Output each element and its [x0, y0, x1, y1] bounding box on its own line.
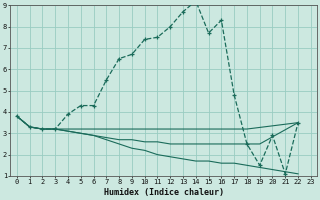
X-axis label: Humidex (Indice chaleur): Humidex (Indice chaleur) — [104, 188, 224, 197]
